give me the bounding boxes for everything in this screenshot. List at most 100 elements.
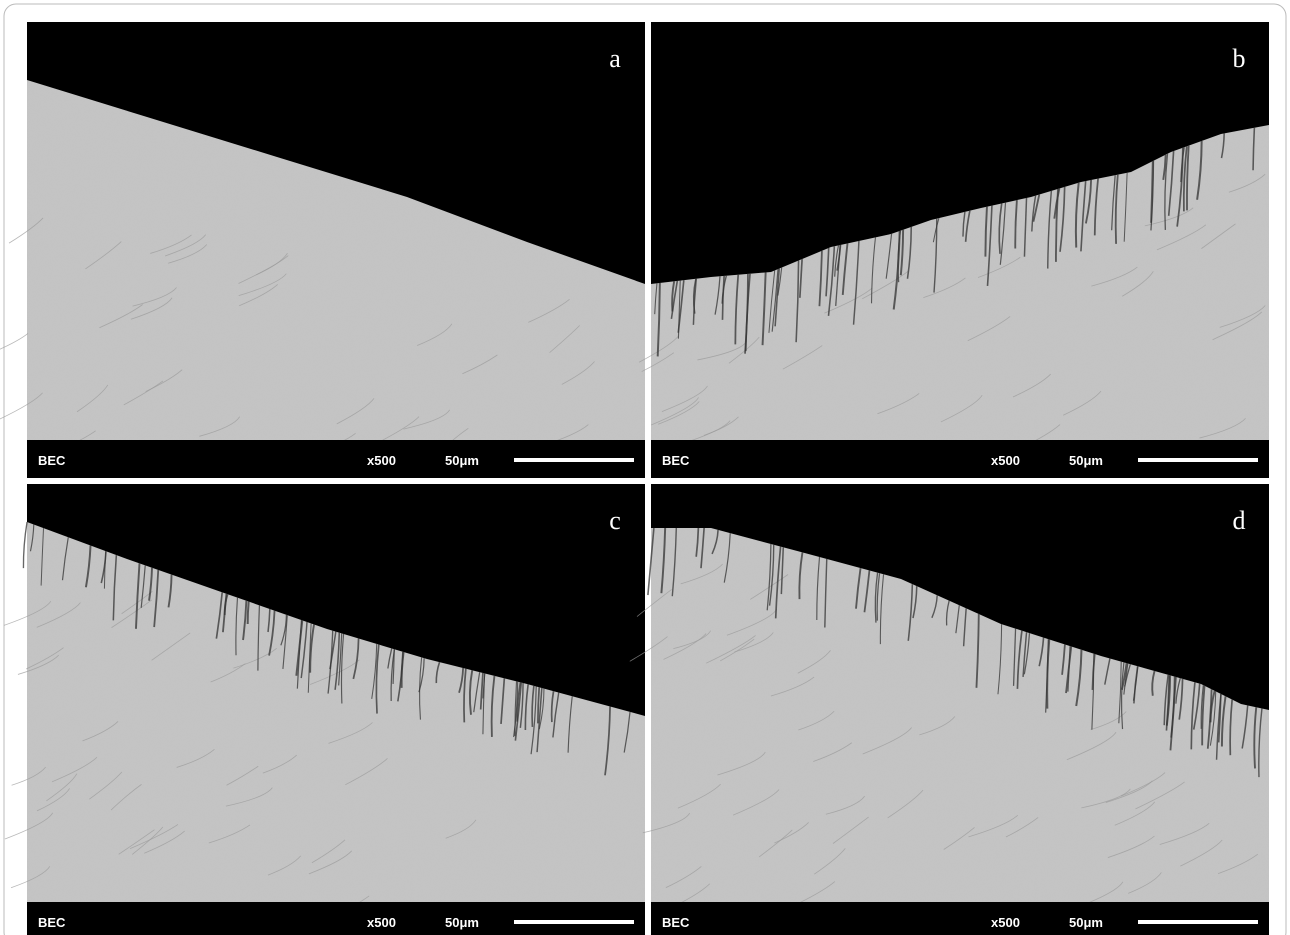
detector-label: BEC <box>38 915 66 930</box>
crack <box>962 211 966 237</box>
striation <box>239 284 278 307</box>
striation <box>0 333 29 350</box>
striation <box>774 822 809 844</box>
crack <box>1220 133 1225 159</box>
striation <box>89 771 123 800</box>
scale-bar <box>514 458 634 462</box>
striation <box>1005 817 1039 838</box>
crack <box>1023 197 1028 257</box>
striation <box>1228 173 1266 193</box>
striation <box>176 749 215 768</box>
crack <box>834 245 840 277</box>
crack <box>874 572 879 623</box>
surface-grain <box>651 125 1269 440</box>
crack <box>387 648 393 669</box>
striation <box>825 795 865 815</box>
striation <box>129 824 179 850</box>
crack <box>671 281 676 312</box>
crack <box>623 711 631 753</box>
crack <box>962 608 967 647</box>
striation <box>226 765 259 786</box>
info-bar <box>651 902 1269 935</box>
crack <box>964 210 971 242</box>
crack <box>654 283 658 315</box>
crack <box>1182 146 1188 212</box>
crack <box>140 565 146 608</box>
crack <box>1045 639 1049 713</box>
crack <box>945 600 950 626</box>
crack <box>458 667 464 694</box>
detector-label: BEC <box>38 453 66 468</box>
crack <box>998 203 1003 254</box>
striation <box>719 638 755 662</box>
crack <box>1252 127 1256 171</box>
striation <box>1120 772 1166 797</box>
crack <box>777 267 783 296</box>
crack <box>656 282 661 357</box>
crack <box>280 614 288 646</box>
crack <box>1186 145 1190 211</box>
crack <box>1165 675 1172 726</box>
crack <box>835 244 841 306</box>
striation <box>118 829 155 855</box>
crack <box>1209 691 1217 746</box>
panel: a BEC x500 50μm <box>0 22 645 478</box>
crack <box>780 547 785 595</box>
crack <box>338 633 343 686</box>
crack <box>1151 670 1156 696</box>
panel-label: a <box>609 44 621 73</box>
crack <box>711 529 719 555</box>
crack <box>519 683 524 728</box>
crack <box>537 687 541 724</box>
crack <box>1176 147 1184 227</box>
crack <box>295 620 304 676</box>
crack <box>1059 186 1066 252</box>
magnification-label: x500 <box>991 453 1020 468</box>
striation <box>943 827 975 850</box>
crack <box>1175 678 1181 704</box>
striation <box>345 758 388 786</box>
crack <box>885 233 893 279</box>
crack <box>552 692 560 738</box>
crack <box>1118 661 1122 724</box>
striation <box>82 721 119 742</box>
crack <box>700 527 705 569</box>
detector-label: BEC <box>662 915 690 930</box>
panel-label: d <box>1233 506 1246 535</box>
striation <box>770 676 815 697</box>
striation <box>311 839 346 864</box>
scale-label: 50μm <box>1069 453 1103 468</box>
info-bar <box>27 902 645 935</box>
crack <box>1229 699 1233 756</box>
striation <box>199 416 241 437</box>
crack <box>61 537 69 581</box>
crack <box>799 258 803 298</box>
crack <box>1253 707 1258 769</box>
striation <box>267 855 302 876</box>
crack <box>530 686 537 755</box>
striation <box>1144 207 1194 227</box>
crack <box>1074 182 1080 248</box>
striation <box>797 881 836 904</box>
striation <box>4 812 54 840</box>
crack <box>352 638 360 680</box>
crack <box>774 268 780 327</box>
striation <box>85 241 122 270</box>
striation <box>462 354 498 375</box>
striation <box>1219 305 1266 328</box>
striation <box>1122 271 1154 297</box>
striation <box>99 304 143 329</box>
crack <box>1169 676 1177 751</box>
crack <box>670 280 679 319</box>
striation <box>1135 781 1185 810</box>
striation <box>665 866 702 889</box>
striation <box>144 830 185 854</box>
striation <box>403 409 451 430</box>
striation <box>940 394 983 423</box>
crack <box>215 592 224 639</box>
striation <box>641 352 675 372</box>
striation <box>732 789 780 816</box>
striation <box>1063 390 1102 416</box>
striation <box>968 814 1018 838</box>
striation <box>813 742 853 762</box>
